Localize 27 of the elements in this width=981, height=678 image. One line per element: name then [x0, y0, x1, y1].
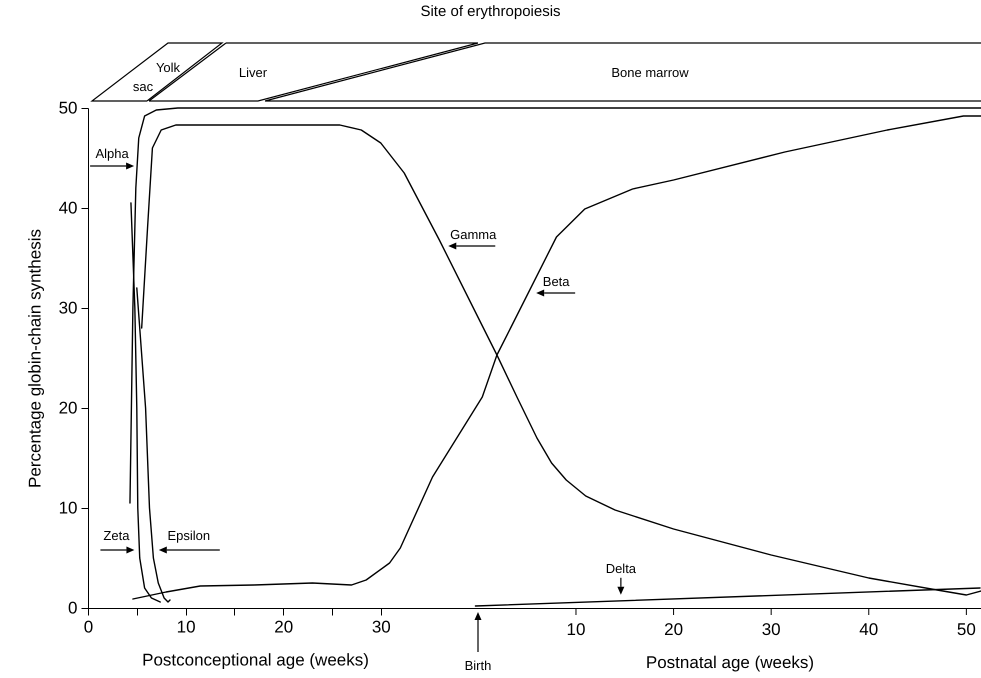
x2-tick-label: 50	[956, 620, 976, 639]
chart-title: Site of erythropoiesis	[420, 3, 561, 20]
x-tick-label: 10	[176, 618, 196, 636]
text: Bone marrow	[611, 65, 690, 80]
y-tick-label: 50	[58, 98, 78, 118]
x-tick-label: 20	[274, 618, 294, 636]
y-tick-label: 20	[58, 398, 78, 418]
x-tick-label: 30	[372, 618, 391, 636]
y-tick-label: 10	[58, 498, 78, 518]
y-tick-label: 0	[68, 598, 78, 618]
annotation: Delta	[606, 560, 637, 576]
x-axis-title: Postconceptional age (weeks)	[142, 650, 369, 670]
text: Birth	[464, 658, 492, 673]
y-tick-label: 30	[58, 298, 78, 318]
x-tick-label: 0	[84, 618, 94, 636]
text: Liver	[238, 65, 268, 80]
annotation: Beta	[542, 274, 570, 289]
text: sac	[132, 79, 154, 94]
text: Yolk	[156, 60, 181, 75]
annotation: Zeta	[103, 528, 130, 543]
x2-axis-title: Postnatal age (weeks)	[646, 653, 814, 672]
y-tick-label: 40	[58, 198, 78, 218]
x2-tick-label: 40	[859, 620, 878, 639]
annotation: Epsilon	[167, 528, 210, 543]
annotation: Gamma	[450, 227, 498, 242]
y-axis-title: Percentage globin-chain synthesis	[26, 229, 45, 488]
annotation: Alpha	[95, 146, 130, 161]
